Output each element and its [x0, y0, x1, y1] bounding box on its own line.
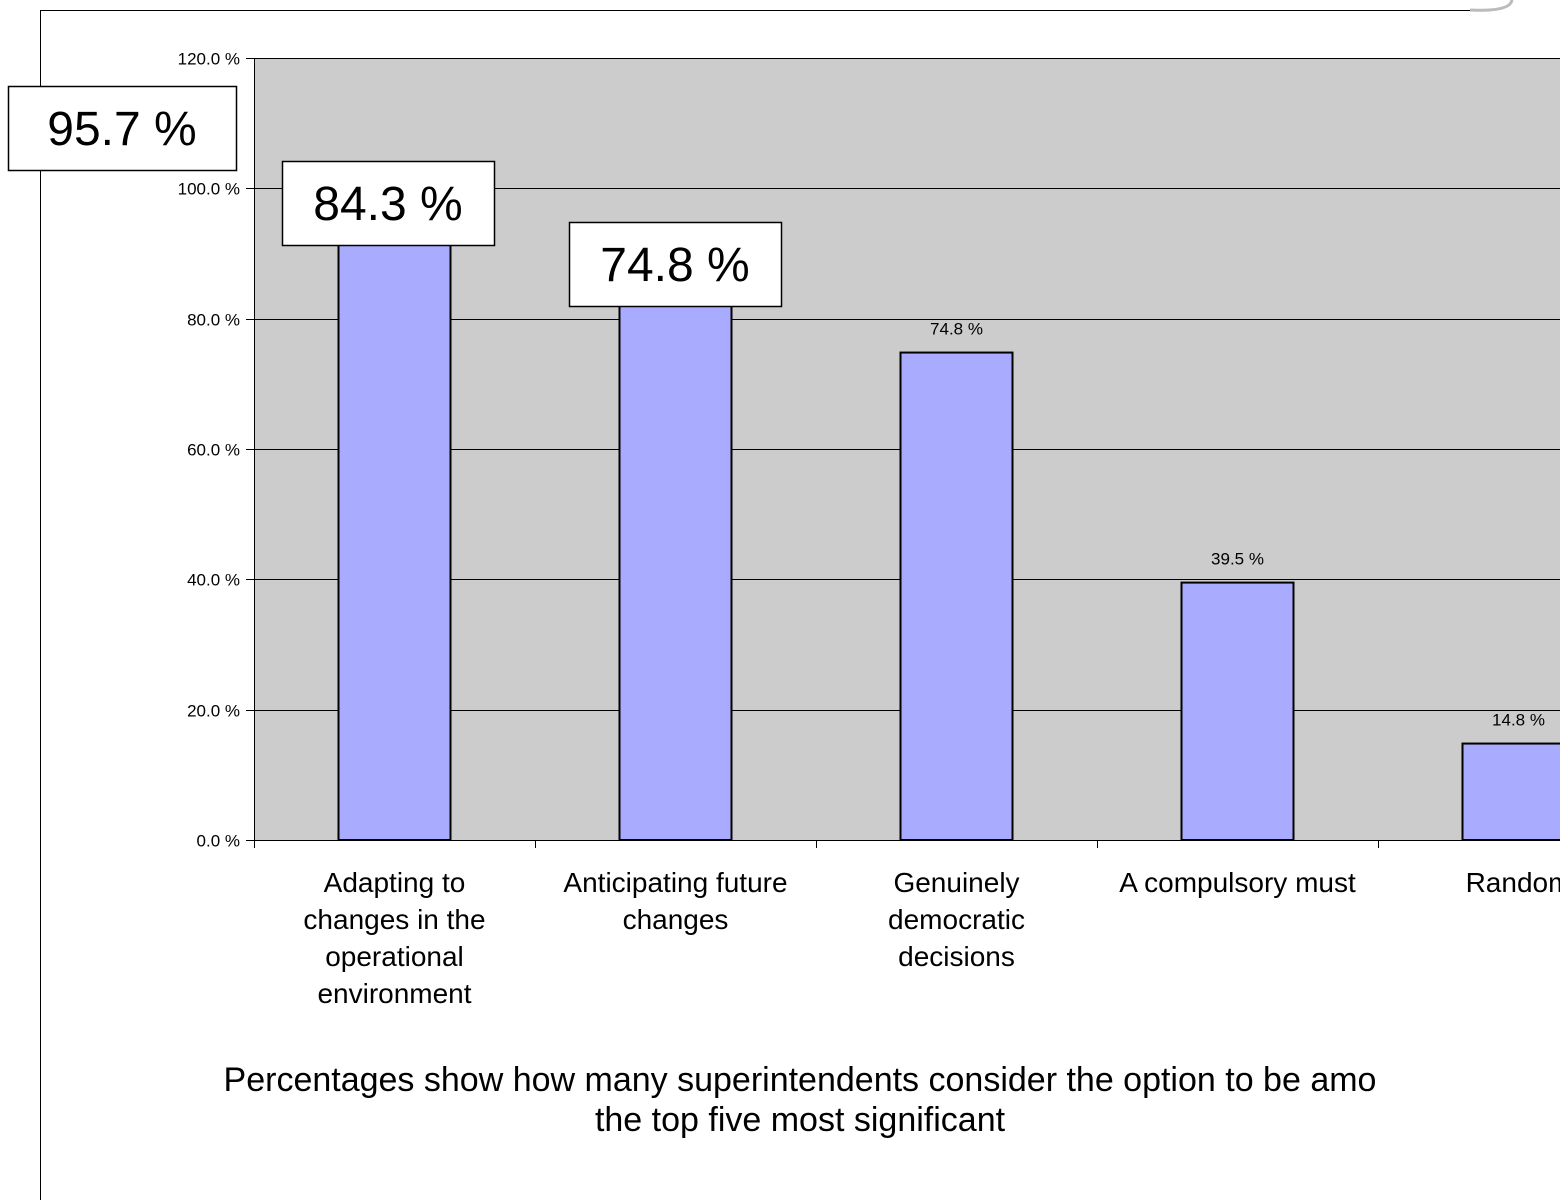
- corner-curl: [1469, 0, 1514, 12]
- x-category-label-line: operational: [325, 941, 464, 972]
- x-category-label-line: changes: [623, 904, 729, 935]
- y-tick-label: 120.0 %: [178, 50, 240, 69]
- callout-box-frame: [281, 160, 496, 247]
- chart-footnote: Percentages show how many superintendent…: [40, 1060, 1560, 1140]
- footnote-line-1: Percentages show how many superintendent…: [223, 1061, 1377, 1099]
- x-category-label: Anticipating future changes: [563, 867, 787, 935]
- axes: [246, 58, 1560, 848]
- footnote-line-2: the top five most significant: [594, 1101, 1006, 1139]
- callout-box-frame: [568, 221, 783, 308]
- x-category-label-line: A compulsory must: [1119, 867, 1356, 898]
- y-tick-label: 20.0 %: [187, 702, 240, 721]
- callout-label: 74.8 %: [600, 239, 749, 292]
- x-category-label-line: democratic: [888, 904, 1025, 935]
- x-category-label-line: decisions: [898, 941, 1015, 972]
- callout-box: 74.8 %: [568, 221, 783, 308]
- x-category-label-line: Genuinely: [893, 867, 1019, 898]
- bar: [1461, 742, 1560, 842]
- y-tick-label: 80.0 %: [187, 311, 240, 330]
- data-label: 39.5 %: [1211, 550, 1264, 569]
- callout-box-frame: [7, 85, 238, 172]
- y-tick-label: 60.0 %: [187, 441, 240, 460]
- callout-box: 95.7 %: [7, 85, 238, 172]
- y-tick-label: 100.0 %: [178, 180, 240, 199]
- bar: [618, 289, 733, 841]
- data-label: 74.8 %: [930, 320, 983, 339]
- bar: [899, 351, 1014, 841]
- x-category-label-line: Anticipating future: [563, 867, 787, 898]
- x-category-label: Adapting to changes in the operational envi…: [303, 867, 485, 1009]
- x-category-label: A compulsory must: [1119, 867, 1356, 898]
- callout-label: 84.3 %: [313, 178, 462, 231]
- data-labels: 74.8 % 39.5 % 14.8 %: [930, 320, 1545, 730]
- callout-label: 95.7 %: [47, 103, 196, 156]
- x-category-label-line: Random: [1466, 867, 1560, 898]
- data-label: 14.8 %: [1492, 711, 1545, 730]
- callout-labels: 95.7 % 84.3 % 74.8 %: [7, 85, 783, 308]
- x-category-label-line: environment: [317, 978, 471, 1009]
- callout-box: 84.3 %: [281, 160, 496, 247]
- y-tick-label: 0.0 %: [197, 832, 240, 851]
- x-category-label-line: changes in the: [303, 904, 485, 935]
- x-category-label-line: Adapting to: [324, 867, 466, 898]
- y-tick-label: 40.0 %: [187, 571, 240, 590]
- x-category-label: Random: [1466, 867, 1560, 898]
- bar: [1180, 581, 1295, 841]
- x-category-labels: Adapting to changes in the operational envi…: [303, 867, 1560, 1009]
- bar: [337, 215, 452, 842]
- y-tick-labels: 0.0 % 20.0 % 40.0 % 60.0 % 80.0 % 100.0 % 120.…: [178, 50, 240, 851]
- x-category-label: Genuinely democratic decisions: [888, 867, 1025, 972]
- bars: [337, 215, 1560, 842]
